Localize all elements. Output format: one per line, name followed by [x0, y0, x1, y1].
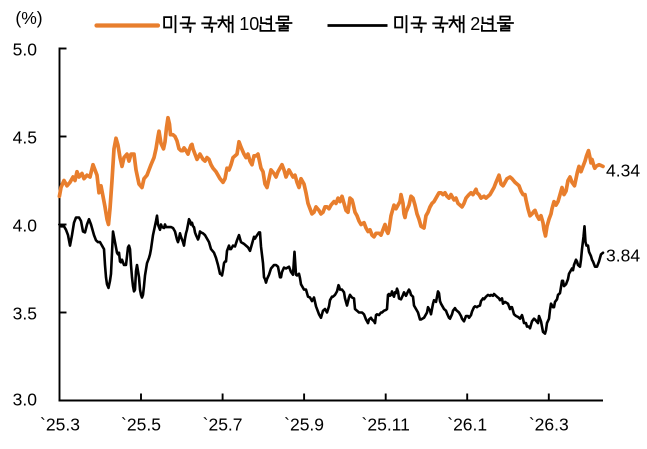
svg-text:`25.3: `25.3 — [40, 415, 80, 435]
svg-text:3.0: 3.0 — [13, 389, 38, 409]
svg-text:5.0: 5.0 — [13, 40, 38, 60]
svg-text:2: 2 — [470, 14, 480, 34]
svg-text:3.5: 3.5 — [13, 304, 37, 324]
svg-text:3.84: 3.84 — [606, 246, 640, 266]
svg-text:4.34: 4.34 — [606, 161, 640, 181]
svg-text:`26.1: `26.1 — [447, 415, 487, 435]
svg-text:4.0: 4.0 — [13, 216, 38, 236]
svg-text:`25.11: `25.11 — [362, 415, 410, 435]
svg-text:`25.7: `25.7 — [203, 415, 243, 435]
svg-text:`26.3: `26.3 — [529, 415, 569, 435]
svg-text:10: 10 — [239, 14, 259, 34]
svg-text:`25.9: `25.9 — [284, 415, 324, 435]
svg-text:4.5: 4.5 — [13, 128, 37, 148]
svg-text:(%): (%) — [15, 8, 42, 28]
svg-text:`25.5: `25.5 — [121, 415, 161, 435]
